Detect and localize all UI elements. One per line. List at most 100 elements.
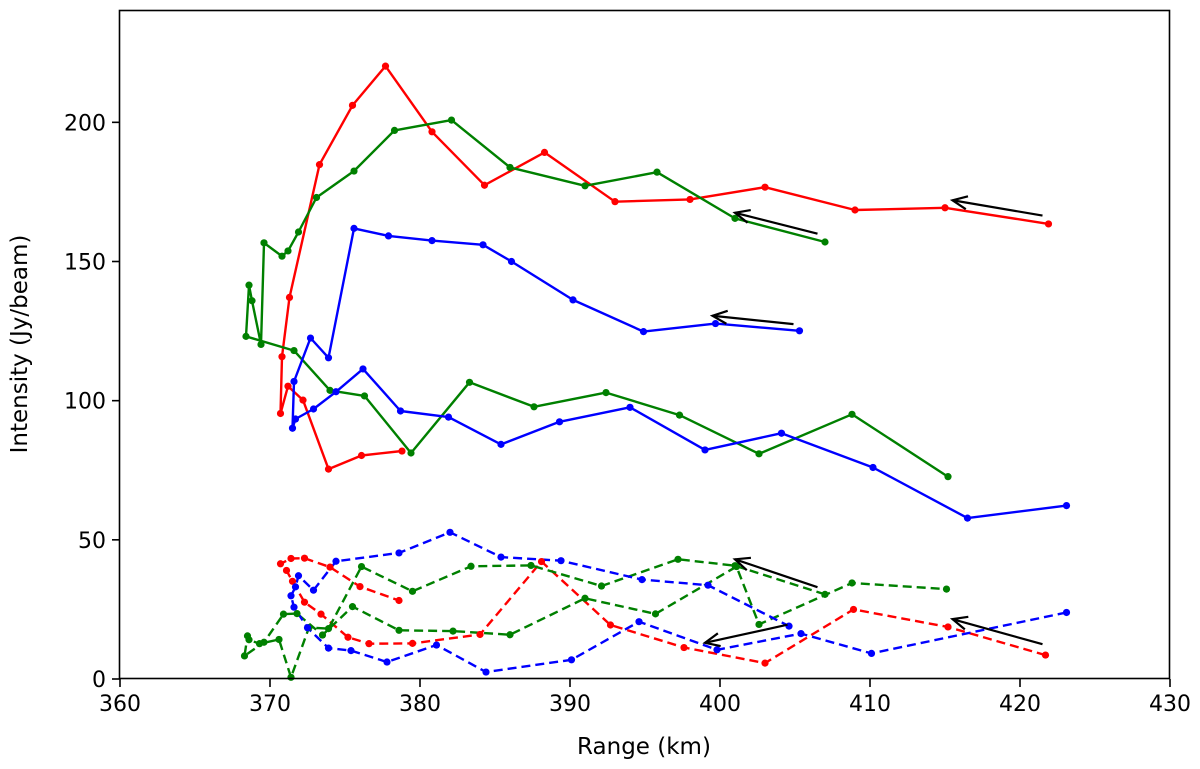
data-point <box>557 557 565 565</box>
data-point <box>704 581 712 589</box>
x-tick-label: 410 <box>849 692 891 717</box>
data-point <box>449 627 457 635</box>
data-point <box>348 101 357 109</box>
data-point <box>326 386 334 394</box>
data-point <box>357 562 366 571</box>
data-point <box>635 618 643 626</box>
data-point <box>285 293 294 302</box>
data-point <box>365 640 373 648</box>
data-point <box>350 224 358 232</box>
y-tick-label: 200 <box>64 111 106 136</box>
data-point <box>479 241 487 249</box>
data-point <box>651 610 660 618</box>
data-point <box>701 446 709 454</box>
data-point <box>398 447 406 455</box>
arrow-shaft <box>734 211 818 235</box>
series-line-4 <box>243 558 947 679</box>
data-point <box>680 643 688 652</box>
data-point <box>821 590 829 598</box>
data-point <box>507 257 516 266</box>
data-point <box>243 632 252 640</box>
data-point <box>324 465 333 473</box>
data-point <box>287 673 295 681</box>
data-point <box>395 626 403 634</box>
arrow-head <box>949 195 969 211</box>
data-point <box>348 603 357 611</box>
data-point <box>287 592 295 600</box>
data-point <box>332 557 340 565</box>
series-line-1 <box>244 118 949 478</box>
y-tick-label: 0 <box>92 668 106 693</box>
data-point <box>602 388 610 397</box>
series-line-5 <box>289 531 1067 674</box>
data-point <box>1041 651 1050 659</box>
data-point <box>324 644 333 652</box>
arrow-shaft <box>712 314 794 326</box>
data-point <box>294 228 303 236</box>
data-point <box>347 647 355 655</box>
data-point <box>567 656 576 664</box>
data-point <box>848 410 856 418</box>
data-point <box>597 582 606 590</box>
data-point <box>731 214 739 222</box>
data-point <box>777 429 786 437</box>
data-point <box>278 252 286 260</box>
data-point <box>963 514 972 522</box>
data-point <box>540 148 549 156</box>
data-point <box>530 403 538 411</box>
plot-frame <box>118 9 1171 680</box>
data-point <box>288 577 297 585</box>
data-point <box>293 609 301 618</box>
arrow-head <box>949 615 969 631</box>
data-point <box>480 181 489 189</box>
data-point <box>675 411 684 419</box>
data-point <box>611 198 619 206</box>
data-point <box>299 396 307 404</box>
data-point <box>467 562 475 570</box>
data-point <box>290 346 298 355</box>
data-point <box>761 659 769 667</box>
direction-arrow <box>732 556 818 589</box>
data-point <box>407 449 415 457</box>
data-point <box>317 610 325 618</box>
data-point <box>944 473 952 481</box>
data-point <box>849 605 858 614</box>
arrow-head <box>732 208 751 224</box>
x-axis-label: Range (km) <box>577 734 711 760</box>
data-point <box>1044 220 1053 228</box>
x-tick-label: 370 <box>249 692 291 717</box>
data-point <box>497 553 505 561</box>
data-point <box>506 631 514 639</box>
x-tick-label: 390 <box>549 692 591 717</box>
data-point <box>482 668 490 676</box>
direction-arrow <box>949 195 1043 217</box>
data-point <box>797 630 805 638</box>
data-point <box>755 620 763 629</box>
direction-arrow <box>949 615 1043 646</box>
data-point <box>755 450 763 458</box>
data-point <box>396 407 405 415</box>
data-point <box>309 586 318 594</box>
data-point <box>291 415 300 423</box>
y-tick-label: 50 <box>78 529 106 554</box>
data-point <box>260 239 268 247</box>
data-point <box>638 576 646 584</box>
data-point <box>408 639 417 647</box>
data-point <box>555 418 564 426</box>
data-point <box>288 424 297 432</box>
x-tick-label: 360 <box>99 692 141 717</box>
data-point <box>395 596 403 605</box>
data-point <box>785 622 793 630</box>
data-point <box>306 334 315 342</box>
data-point <box>359 365 367 373</box>
data-point <box>332 388 340 396</box>
data-point <box>360 392 369 400</box>
data-point <box>279 610 288 618</box>
data-point <box>284 247 292 255</box>
data-point <box>242 332 250 340</box>
data-point <box>447 116 456 124</box>
data-point <box>569 296 577 304</box>
data-point <box>711 319 720 328</box>
data-point <box>686 195 694 204</box>
data-point <box>344 633 352 641</box>
